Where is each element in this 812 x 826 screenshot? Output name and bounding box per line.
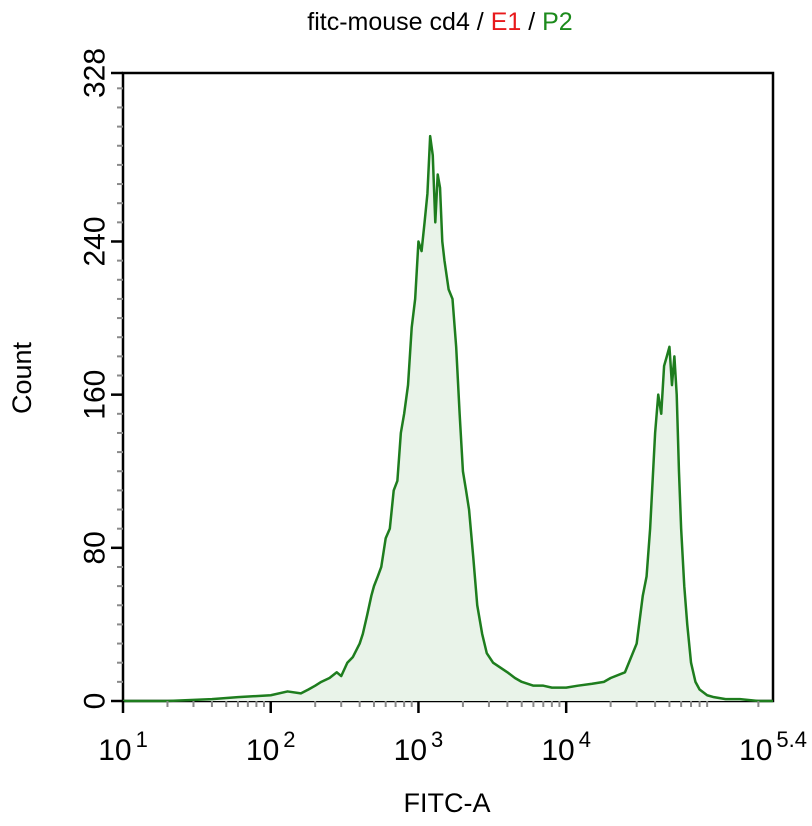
title-part-4: P2 <box>542 8 573 36</box>
x-tick-base: 10 <box>739 734 772 767</box>
y-tick-label: 328 <box>79 48 112 98</box>
y-axis-title: Count <box>7 341 37 414</box>
x-tick-exponent: 2 <box>283 727 295 752</box>
x-tick-label: 10 2 <box>246 727 296 767</box>
x-axis-title: FITC-A <box>404 788 491 818</box>
y-tick-label: 160 <box>79 370 112 420</box>
x-tick-base: 10 <box>246 734 279 767</box>
x-tick-exponent: 5.4 <box>776 727 807 752</box>
title-part-0: fitc-mouse cd4 <box>307 8 470 36</box>
plot-area <box>123 134 773 703</box>
y-tick-label: 0 <box>79 693 112 710</box>
histogram-fill <box>123 136 773 701</box>
chart-title: fitc-mouse cd4 / E1 / P2 <box>307 8 572 36</box>
x-tick-label: 10 5.4 <box>739 727 807 767</box>
x-tick-label: 10 1 <box>98 727 148 767</box>
histogram-line <box>123 134 773 703</box>
x-tick-exponent: 1 <box>136 727 148 752</box>
y-tick-label: 80 <box>79 531 112 564</box>
x-tick-base: 10 <box>98 734 131 767</box>
title-part-2: E1 <box>491 8 522 36</box>
x-tick-base: 10 <box>394 734 427 767</box>
title-part-3: / <box>521 8 542 36</box>
y-axis: 0 80 160 240 328 <box>79 48 123 710</box>
title-part-1: / <box>470 8 491 36</box>
x-tick-base: 10 <box>541 734 574 767</box>
x-tick-label: 10 4 <box>541 727 591 767</box>
x-tick-label: 10 3 <box>394 727 444 767</box>
x-tick-exponent: 3 <box>431 727 443 752</box>
y-tick-label: 240 <box>79 216 112 266</box>
x-axis: 10 1 10 2 10 3 10 4 10 5.4 <box>98 701 807 767</box>
chart-title-text: fitc-mouse cd4 / E1 / P2 <box>307 8 572 36</box>
x-tick-exponent: 4 <box>579 727 591 752</box>
